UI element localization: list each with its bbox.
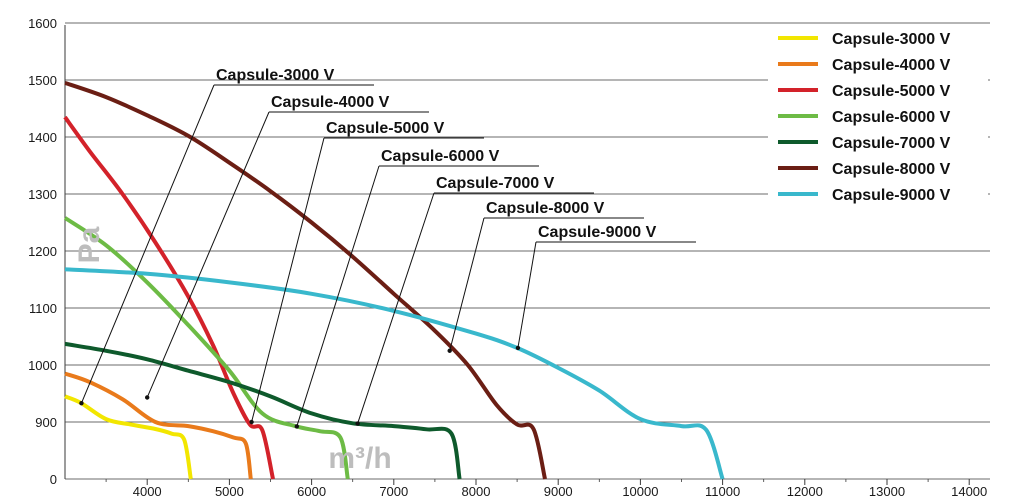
y-axis-label: Pa — [73, 226, 106, 263]
y-tick-label: 900 — [35, 415, 57, 430]
series-line-7 — [64, 267, 725, 480]
x-tick-label: 7000 — [379, 484, 408, 499]
legend-label: Capsule-6000 V — [832, 109, 951, 126]
legend-label: Capsule-5000 V — [832, 83, 951, 100]
callout-leader — [357, 192, 435, 424]
callout-leader — [251, 137, 325, 423]
callout-dot — [145, 395, 150, 400]
axis-ticks: 0 900 1000 1100 1200 1300 1400 1500 1600 4000 5000… — [28, 16, 987, 499]
callout-leader — [296, 165, 380, 427]
callout-label: Capsule-5000 V — [326, 120, 445, 137]
x-tick-label: 6000 — [297, 484, 326, 499]
legend-background — [768, 26, 988, 212]
series-line-4 — [63, 216, 350, 480]
legend-label: Capsule-4000 V — [832, 57, 951, 74]
callout-dot — [355, 421, 360, 426]
legend-label: Capsule-9000 V — [832, 187, 951, 204]
x-tick-label: 8000 — [462, 484, 491, 499]
legend-label: Capsule-7000 V — [832, 135, 951, 152]
callout-leader — [449, 217, 485, 351]
series-line-2 — [64, 371, 253, 480]
callout-label: Capsule-9000 V — [538, 224, 657, 241]
series-line-3 — [63, 115, 275, 480]
x-tick-label: 5000 — [215, 484, 244, 499]
x-tick-label: 12000 — [787, 484, 823, 499]
callout-dot — [79, 400, 84, 406]
callout-dot — [515, 345, 521, 351]
y-tick-label: 0 — [50, 472, 57, 487]
callout-dot — [447, 348, 452, 353]
legend: Capsule-3000 V Capsule-4000 V Capsule-5000… — [768, 26, 988, 212]
x-tick-label: 13000 — [869, 484, 905, 499]
y-tick-label: 1000 — [28, 358, 57, 373]
y-tick-label: 1300 — [28, 187, 57, 202]
callout-dot — [294, 424, 300, 429]
callout-label: Capsule-7000 V — [436, 175, 555, 192]
y-tick-label: 1400 — [28, 130, 57, 145]
callout-label: Capsule-4000 V — [271, 94, 390, 111]
x-tick-label: 11000 — [705, 484, 740, 499]
callout-label: Capsule-8000 V — [486, 200, 605, 217]
x-axis-label: m³/h — [328, 442, 391, 475]
y-tick-label: 1200 — [28, 244, 57, 259]
x-tick-label: 10000 — [622, 484, 658, 499]
legend-label: Capsule-3000 V — [832, 31, 951, 48]
callout-leader — [80, 84, 215, 404]
callout-leader — [517, 241, 537, 348]
x-tick-label: 4000 — [133, 484, 162, 499]
callout-dot — [249, 419, 254, 425]
legend-label: Capsule-8000 V — [832, 161, 951, 178]
series-line-6 — [64, 81, 547, 480]
callouts: Capsule-3000 V Capsule-4000 V Capsule-5000… — [79, 67, 696, 429]
callout-label: Capsule-3000 V — [216, 67, 335, 84]
x-tick-label: 9000 — [544, 484, 573, 499]
y-tick-label: 1600 — [28, 16, 57, 31]
series-lines — [63, 81, 725, 480]
x-tick-label: 14000 — [951, 484, 987, 499]
callout-label: Capsule-6000 V — [381, 148, 500, 165]
callout-leader — [146, 111, 270, 398]
series-line-5 — [64, 341, 462, 480]
y-tick-label: 1100 — [29, 301, 57, 316]
y-tick-label: 1500 — [28, 73, 57, 88]
